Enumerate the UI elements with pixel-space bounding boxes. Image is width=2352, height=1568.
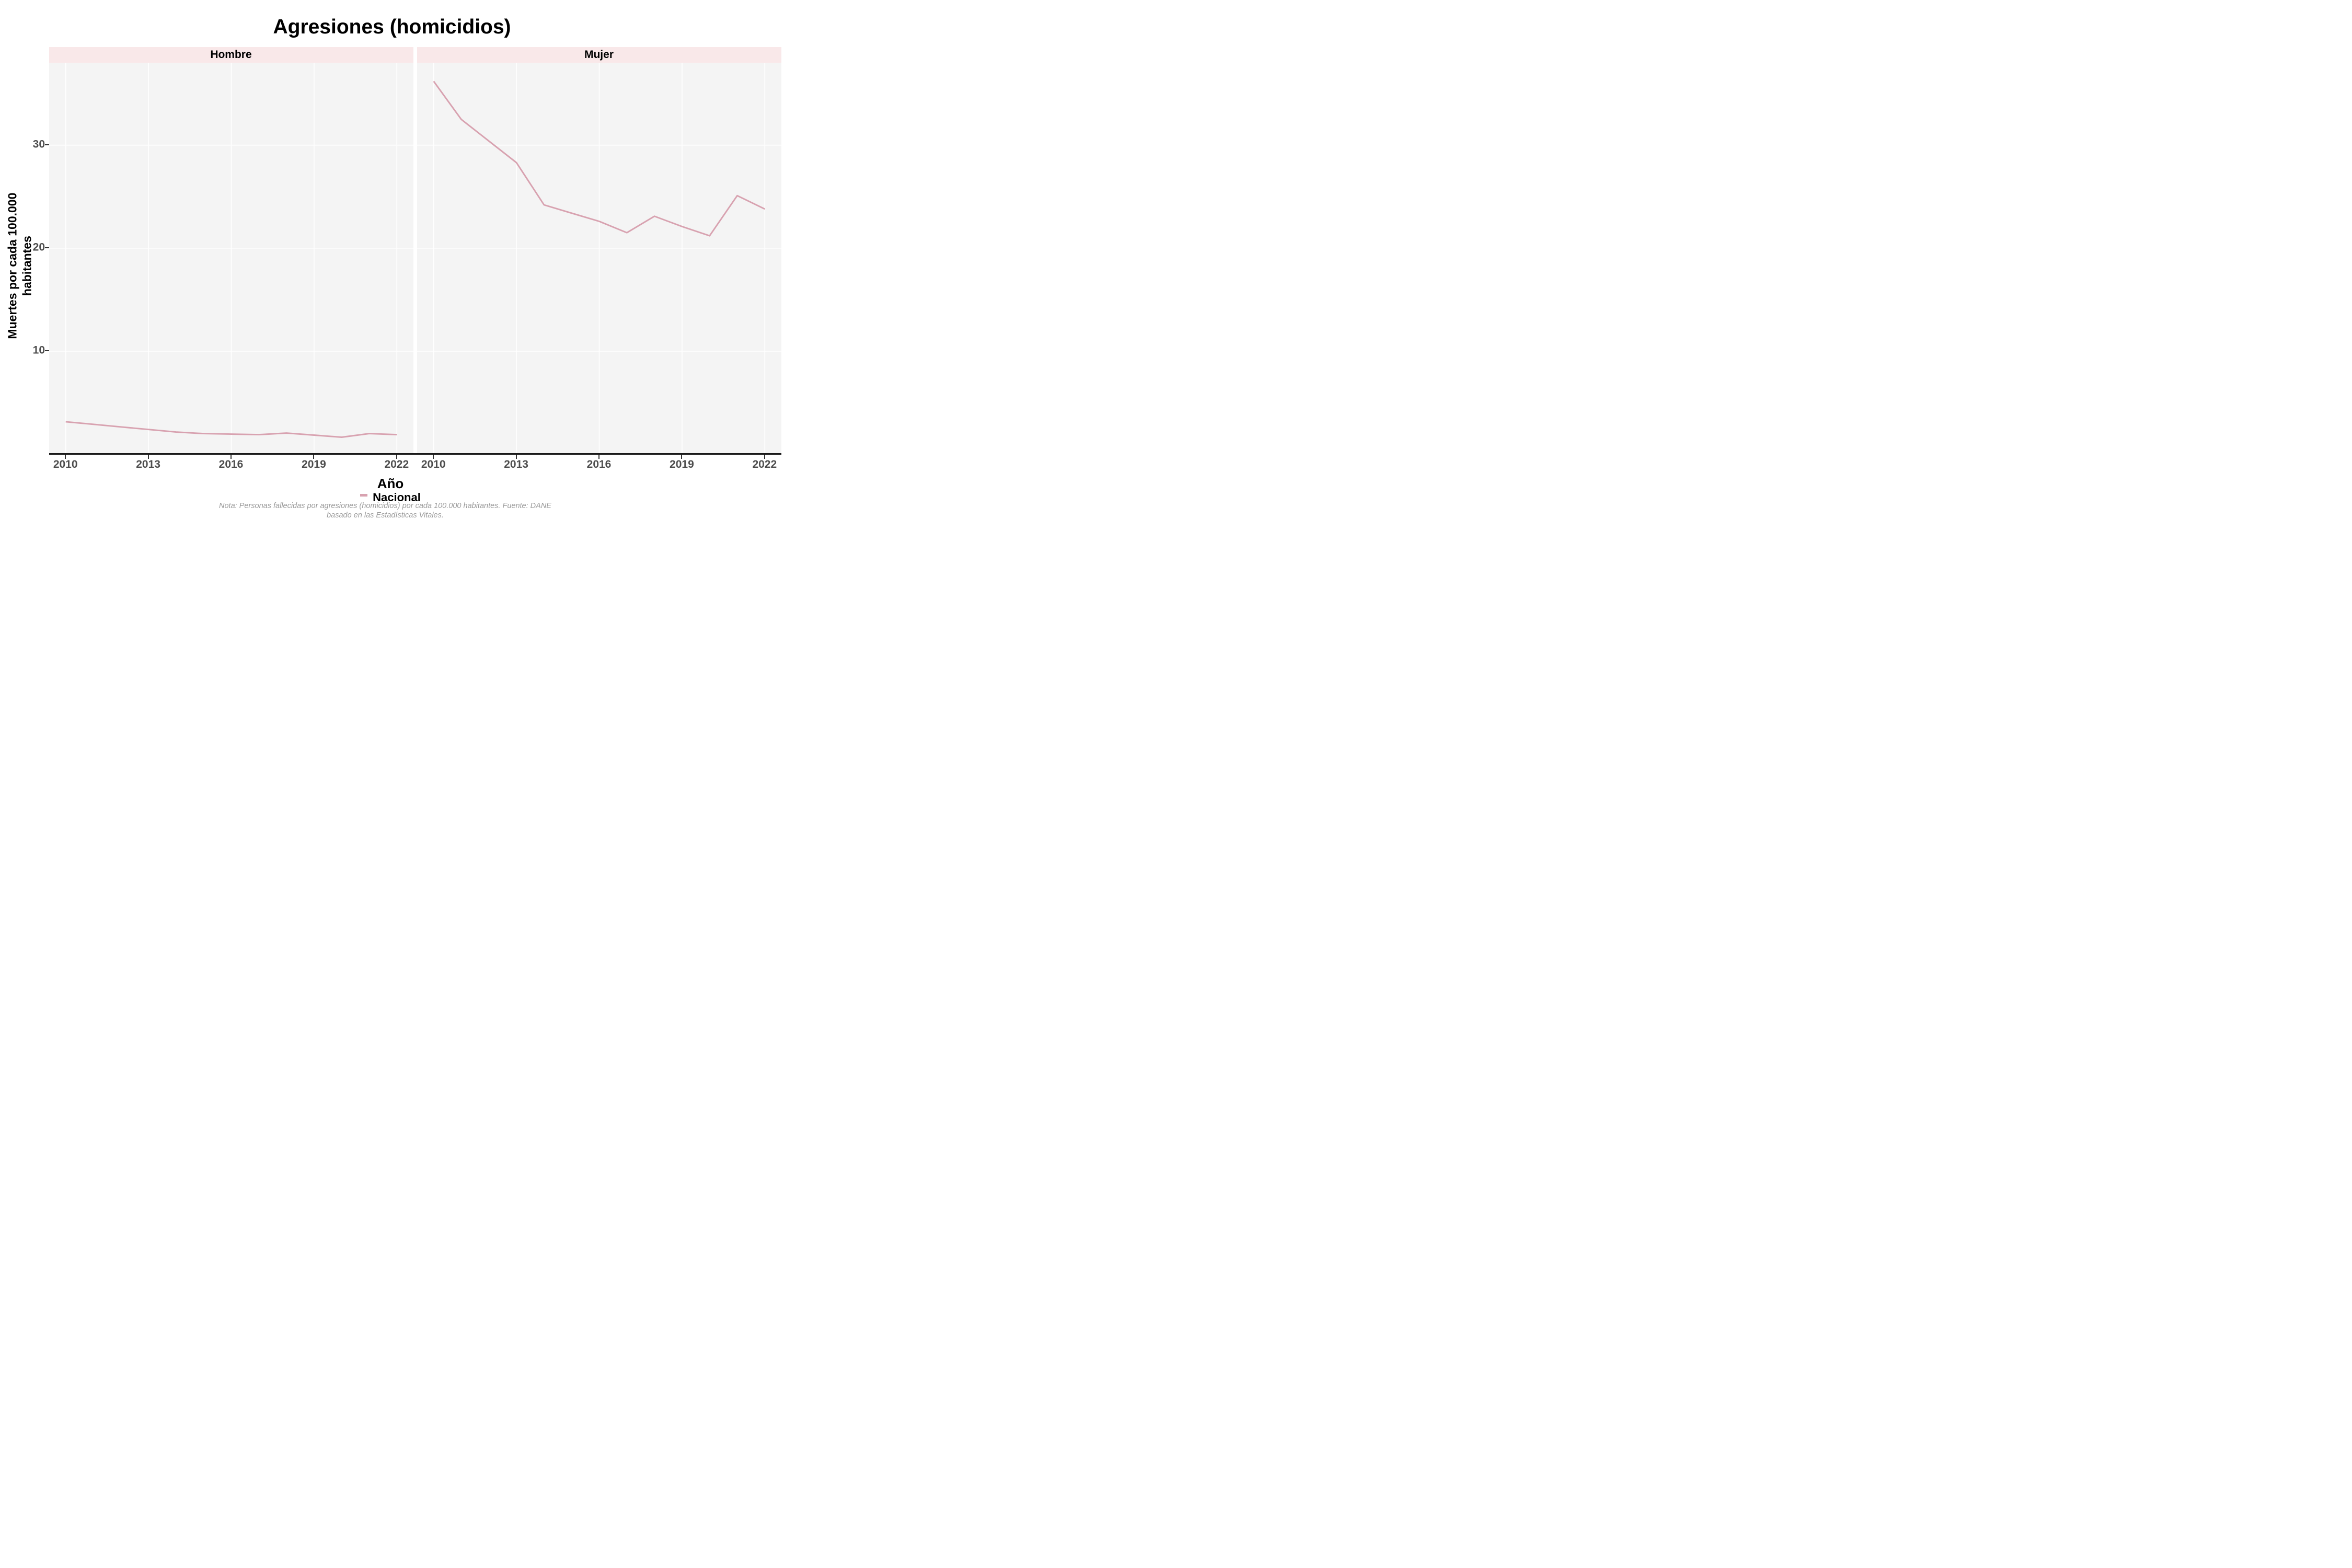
panel-mujer: [417, 62, 781, 454]
x-tick-label-2022: 2022: [384, 458, 409, 470]
x-tick-mark-2016: [598, 454, 599, 459]
facet-strip-mujer: Mujer: [417, 47, 781, 63]
x-tick-mark-2022: [396, 454, 397, 459]
panel-svg-hombre: [49, 62, 413, 454]
y-tick-label-20: 20: [32, 241, 45, 253]
y-axis-title-line2: habitantes: [20, 236, 33, 296]
footnote-line1: Nota: Personas fallecidas por agresiones…: [219, 502, 551, 510]
footnote-line2: basado en las Estadísticas Vitales.: [327, 511, 444, 520]
y-tick-mark-10: [44, 350, 49, 352]
y-tick-mark-20: [44, 247, 49, 249]
x-tick-label-2022: 2022: [752, 458, 777, 470]
x-tick-label-2013: 2013: [136, 458, 160, 470]
y-tick-label-30: 30: [32, 138, 45, 151]
x-tick-label-2019: 2019: [670, 458, 694, 470]
panel-hombre: [49, 62, 413, 454]
x-axis-title: Año: [377, 476, 404, 491]
series-line-nacional-hombre: [65, 420, 397, 438]
y-axis-title: Muertes por cada 100.000 habitantes: [5, 162, 34, 371]
y-tick-mark-30: [44, 144, 49, 146]
x-tick-label-2016: 2016: [218, 458, 244, 470]
chart-figure: Agresiones (homicidios) Muertes por cada…: [0, 0, 784, 523]
x-tick-mark-2019: [313, 454, 315, 459]
x-tick-label-2010: 2010: [421, 458, 446, 470]
legend-label: Nacional: [373, 490, 421, 504]
chart-title: Agresiones (homicidios): [273, 16, 511, 38]
x-tick-mark-2016: [230, 454, 232, 459]
facet-strip-hombre: Hombre: [49, 47, 413, 63]
x-tick-label-2013: 2013: [504, 458, 528, 470]
x-tick-mark-2013: [147, 454, 149, 459]
x-tick-label-2016: 2016: [586, 458, 612, 470]
legend-key-swatch: [360, 493, 368, 497]
x-tick-mark-2019: [681, 454, 683, 459]
x-tick-label-2010: 2010: [53, 458, 78, 470]
y-axis-title-line1: Muertes por cada 100.000: [5, 192, 19, 339]
x-tick-mark-2010: [65, 454, 66, 459]
x-tick-label-2019: 2019: [302, 458, 326, 470]
series-line-nacional-mujer: [433, 80, 765, 237]
y-tick-label-10: 10: [32, 344, 45, 356]
x-tick-mark-2022: [764, 454, 765, 459]
panel-svg-mujer: [417, 62, 781, 454]
x-tick-mark-2010: [433, 454, 434, 459]
x-axis-line: [49, 453, 781, 455]
legend: Nacional: [0, 486, 781, 504]
x-tick-mark-2013: [515, 454, 517, 459]
